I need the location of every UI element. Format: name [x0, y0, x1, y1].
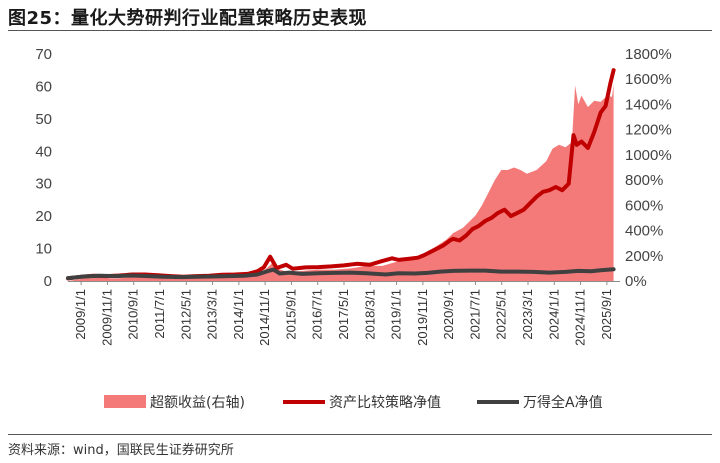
- x-tick-label: 2021/7/1: [467, 289, 482, 340]
- legend: 超额收益(右轴) 资产比较策略净值 万得全A净值: [104, 394, 603, 411]
- left-tick-label: 10: [35, 241, 52, 258]
- x-tick-label: 2015/9/1: [283, 289, 298, 340]
- left-tick-label: 40: [35, 143, 52, 160]
- right-tick-label: 1400%: [625, 96, 672, 113]
- right-tick-label: 1600%: [625, 71, 672, 88]
- legend-label: 超额收益(右轴): [150, 395, 245, 411]
- left-tick-label: 50: [35, 111, 52, 128]
- series-wind-a-nav-line: [66, 267, 616, 281]
- x-tick-label: 2020/9/1: [441, 289, 456, 340]
- x-tick-label: 2024/11/1: [573, 289, 588, 346]
- right-tick-label: 0%: [625, 273, 647, 290]
- left-tick-label: 60: [35, 78, 52, 95]
- x-tick-label: 2025/9/1: [599, 289, 614, 340]
- right-tick-label: 1000%: [625, 147, 672, 164]
- line-series-layer: [66, 68, 616, 281]
- x-tick-label: 2018/3/1: [362, 289, 377, 340]
- legend-swatch-area: [104, 395, 146, 408]
- x-tick-label: 2010/9/1: [126, 289, 141, 340]
- x-tick-label: 2014/11/1: [257, 289, 272, 346]
- source-divider: [8, 434, 712, 435]
- right-tick-label: 200%: [625, 248, 663, 265]
- figure-title: 图25：量化大势研判行业配置策略历史表现: [8, 8, 368, 29]
- x-tick-label: 2024/1/1: [546, 289, 561, 340]
- left-tick-label: 0: [44, 273, 52, 290]
- legend-label: 资产比较策略净值: [329, 394, 441, 411]
- x-tick-label: 2009/1/1: [73, 289, 88, 340]
- legend-label: 万得全A净值: [523, 394, 603, 411]
- x-tick-label: 2019/11/1: [415, 289, 430, 346]
- left-tick-label: 20: [35, 208, 52, 225]
- x-tick-label: 2023/3/1: [520, 289, 535, 340]
- x-tick-label: 2014/1/1: [231, 289, 246, 340]
- source-note: 资料来源：wind，国联民生证券研究所: [8, 443, 234, 458]
- title-divider: [8, 30, 712, 31]
- x-tick-label: 2019/1/1: [389, 289, 404, 340]
- series-excess-return-area: [68, 84, 614, 281]
- right-tick-label: 600%: [625, 197, 663, 214]
- x-tick-label: 2011/7/1: [152, 289, 167, 339]
- x-tick-label: 2017/5/1: [336, 289, 351, 340]
- right-tick-label: 400%: [625, 223, 663, 240]
- x-tick-label: 2022/5/1: [494, 289, 509, 340]
- x-tick-label: 2009/11/1: [99, 289, 114, 346]
- x-tick-label: 2012/5/1: [178, 289, 193, 340]
- right-axis-ticks: 0% 200% 400% 600% 800% 1000% 1200% 1400% 1600% 18…: [625, 46, 672, 290]
- chart: 0 10 20 30 40 50 60 70 0% 200% 400% 600% 800% 1000% 1…: [35, 46, 672, 411]
- left-tick-label: 70: [35, 46, 52, 63]
- left-tick-label: 30: [35, 176, 52, 193]
- x-tick-label: 2013/3/1: [205, 289, 220, 340]
- x-tick-label: 2016/7/1: [310, 289, 325, 340]
- excess-return-area-layer: [68, 84, 614, 281]
- right-tick-label: 1200%: [625, 122, 672, 139]
- x-axis-ticks: 2009/1/1 2009/11/1 2010/9/1 2011/7/1 2012/5/…: [73, 281, 614, 346]
- right-tick-label: 800%: [625, 172, 663, 189]
- right-tick-label: 1800%: [625, 46, 672, 63]
- left-axis-ticks: 0 10 20 30 40 50 60 70: [35, 46, 52, 290]
